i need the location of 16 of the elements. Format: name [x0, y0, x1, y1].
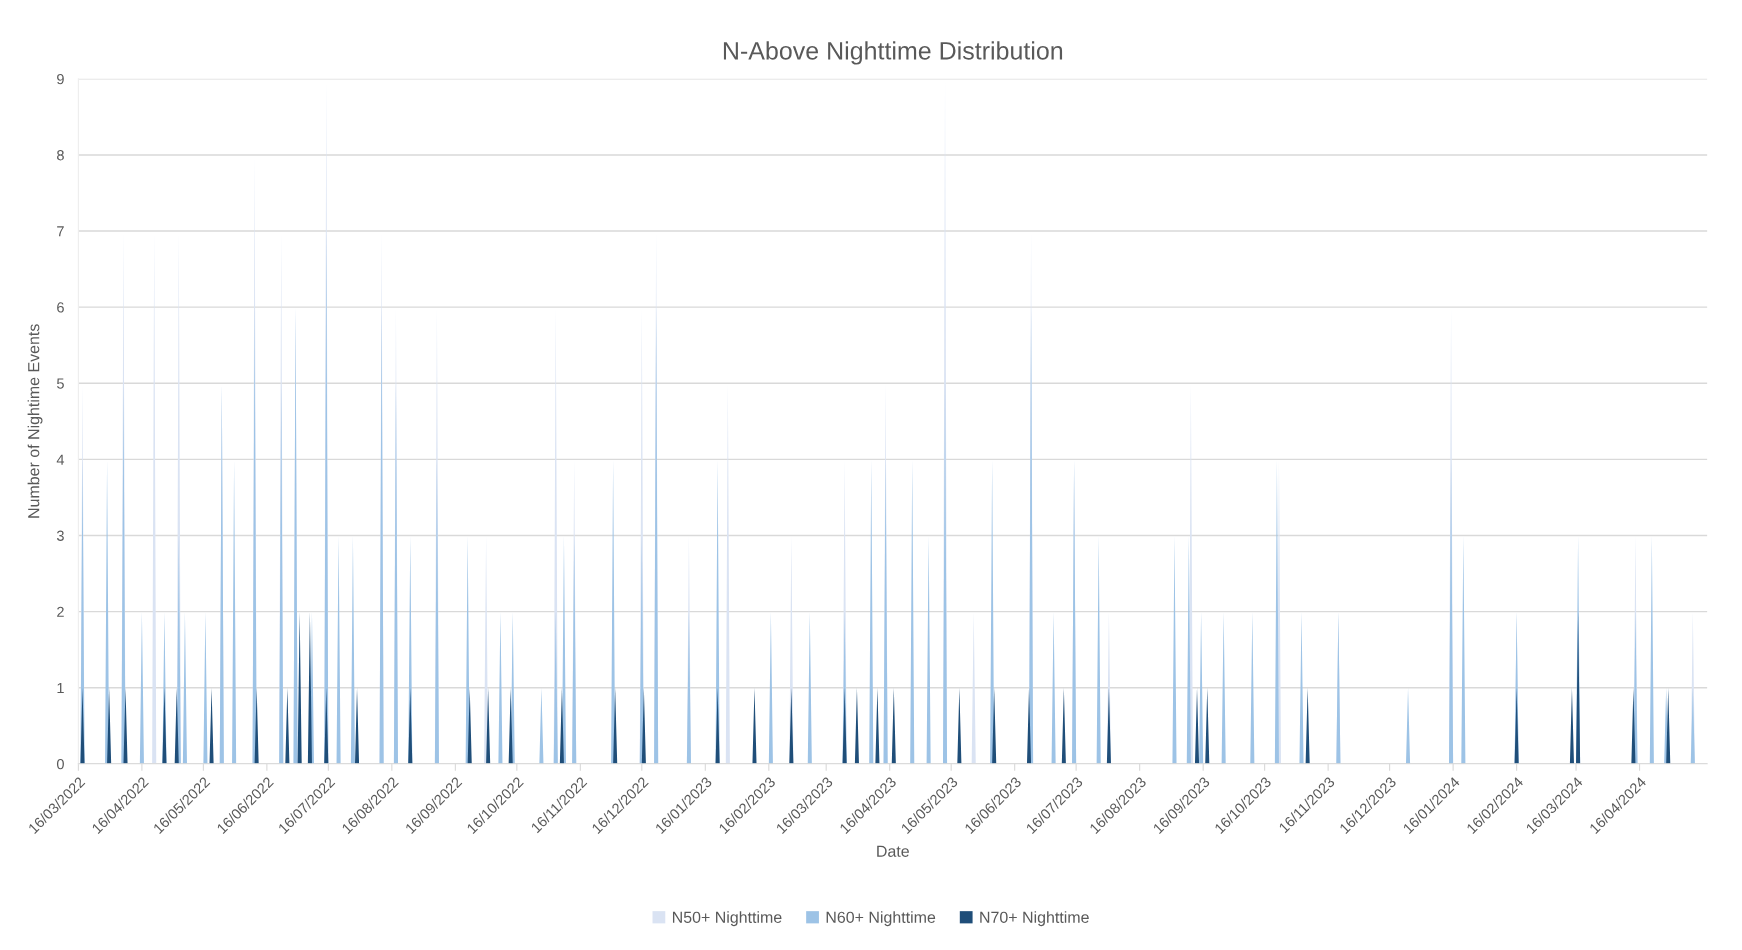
y-tick-label: 6	[57, 302, 64, 313]
y-tick-label: 9	[57, 73, 64, 85]
y-tick-label: 2	[57, 606, 64, 617]
y-axis-title: Number of Nightime Events	[27, 324, 43, 518]
legend-label: N70+ Nighttime	[980, 911, 1089, 927]
y-tick-label: 3	[56, 530, 64, 541]
x-axis-title: Date	[877, 845, 909, 857]
y-tick-label: 1	[57, 682, 64, 693]
y-tick-label: 4	[56, 454, 65, 465]
y-tick-label: 8	[57, 150, 64, 161]
y-tick-label: 7	[57, 226, 64, 237]
legend-label: N60+ Nighttime	[826, 911, 936, 927]
y-tick-label: 0	[56, 758, 64, 770]
y-tick-label: 5	[56, 378, 64, 389]
chart-title: N-Above Nighttime Distribution	[723, 41, 1063, 65]
legend-label: N50+ Nighttime	[672, 911, 782, 927]
